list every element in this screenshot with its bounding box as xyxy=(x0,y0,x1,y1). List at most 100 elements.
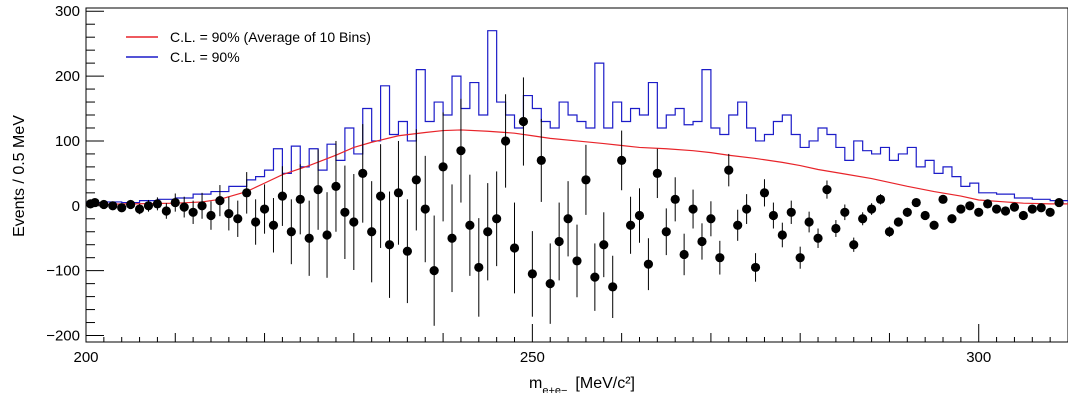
data-point xyxy=(572,256,582,266)
data-point xyxy=(1000,206,1011,216)
data-point xyxy=(759,188,770,198)
data-point xyxy=(563,214,573,224)
data-point xyxy=(1018,210,1028,221)
data-point xyxy=(643,259,654,269)
data-point xyxy=(224,208,234,219)
data-point xyxy=(867,204,877,214)
data-point xyxy=(831,223,841,234)
data-point xyxy=(920,210,930,221)
data-point xyxy=(188,207,198,217)
data-point xyxy=(608,282,618,292)
data-point xyxy=(599,240,609,250)
data-point xyxy=(715,253,725,263)
y-tick-label: 0 xyxy=(72,198,80,215)
x-axis-title: me+e− [MeV/c²] xyxy=(529,375,635,393)
x-axis-title-sub: e+e− xyxy=(542,385,567,393)
data-point xyxy=(134,204,145,214)
data-point xyxy=(679,249,689,260)
data-point xyxy=(1027,204,1037,214)
data-point xyxy=(295,194,305,204)
data-point xyxy=(456,146,466,156)
y-tick-label: 300 xyxy=(55,3,80,20)
data-point xyxy=(251,217,261,227)
data-point xyxy=(518,116,529,127)
data-point xyxy=(929,220,939,230)
data-point xyxy=(697,236,707,247)
data-point xyxy=(429,266,439,276)
data-point xyxy=(340,207,350,217)
x-tick-label: 200 xyxy=(73,349,98,366)
axis-ticks xyxy=(85,10,1068,342)
legend: C.L. = 90% (Average of 10 Bins) C.L. = 9… xyxy=(126,29,371,65)
data-point xyxy=(893,217,903,227)
data-point xyxy=(197,201,207,211)
data-point xyxy=(545,279,555,289)
data-point xyxy=(483,227,493,237)
data-point xyxy=(777,230,787,240)
data-point xyxy=(902,207,912,217)
data-point xyxy=(983,199,993,209)
data-point xyxy=(447,233,457,243)
y-tick-label: −100 xyxy=(46,263,80,280)
data-point xyxy=(554,236,564,247)
data-point xyxy=(277,191,287,201)
data-point xyxy=(126,199,136,210)
data-point xyxy=(402,246,412,256)
data-point xyxy=(786,207,796,217)
data-point xyxy=(331,181,341,191)
tick-labels: 200 250 300 −200 −100 0 100 200 300 xyxy=(46,3,991,366)
data-point xyxy=(313,184,323,195)
data-point xyxy=(322,230,332,240)
data-point xyxy=(143,201,154,211)
data-point xyxy=(768,210,779,221)
x-tick-label: 250 xyxy=(520,349,545,366)
data-point xyxy=(474,262,484,273)
data-point xyxy=(161,206,171,216)
data-point xyxy=(500,136,511,146)
data-point xyxy=(90,197,100,208)
legend-label-cl: C.L. = 90% xyxy=(170,49,240,65)
y-tick-label: 200 xyxy=(55,68,80,85)
data-point xyxy=(108,201,118,211)
data-point xyxy=(581,175,591,185)
data-point xyxy=(813,233,823,243)
data-point xyxy=(215,196,225,206)
x-axis-title-var: m xyxy=(529,375,542,392)
plot-frame xyxy=(85,7,1068,343)
data-point xyxy=(840,207,850,217)
y-tick-label: 100 xyxy=(55,133,80,150)
data-point xyxy=(393,188,404,198)
x-tick-label: 300 xyxy=(966,349,991,366)
data-point xyxy=(376,191,386,201)
data-point xyxy=(911,197,921,208)
data-point xyxy=(661,227,671,237)
data-point xyxy=(617,155,627,166)
plot-area xyxy=(85,30,1068,326)
data-point xyxy=(974,207,984,217)
data-point xyxy=(420,204,430,214)
data-point xyxy=(465,220,475,230)
data-point xyxy=(652,168,662,178)
data-point xyxy=(509,243,520,253)
data-point xyxy=(688,204,698,214)
cl-90-histogram xyxy=(86,30,1068,204)
x-axis-title-unit: [MeV/c²] xyxy=(575,375,635,392)
data-point xyxy=(179,202,189,212)
data-point xyxy=(849,240,859,250)
data-point xyxy=(152,199,163,209)
data-point xyxy=(706,214,716,224)
data-point xyxy=(286,227,296,237)
data-point xyxy=(259,204,270,214)
data-point xyxy=(795,253,805,263)
data-point xyxy=(724,165,734,175)
data-point xyxy=(206,210,216,221)
data-point xyxy=(991,204,1002,214)
data-point xyxy=(822,184,832,195)
data-point xyxy=(1054,197,1064,208)
data-point xyxy=(170,197,180,208)
data-point xyxy=(349,217,359,227)
data-point xyxy=(965,201,975,211)
data-point xyxy=(1036,203,1046,213)
y-axis-title: Events / 0.5 MeV xyxy=(11,115,28,237)
